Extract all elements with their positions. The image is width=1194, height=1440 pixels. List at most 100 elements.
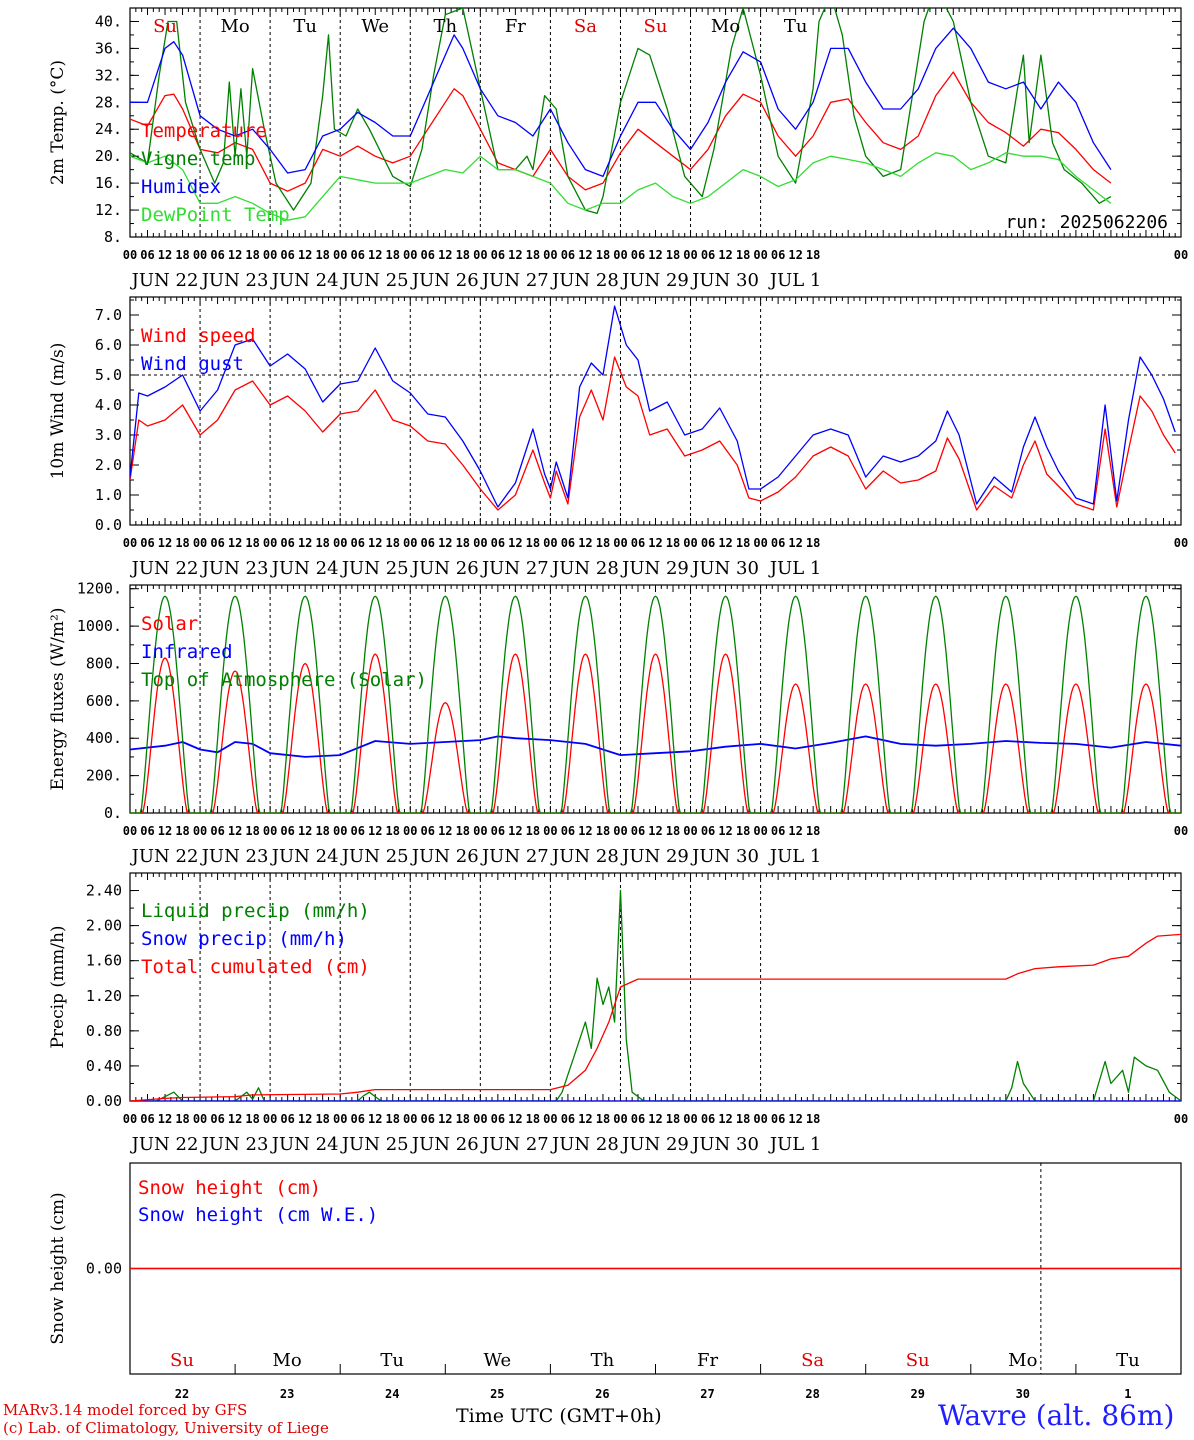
hour-label: 00 [403,1112,417,1126]
date-label: JUN 22 [130,846,199,867]
weekday-label: Th [591,1350,615,1371]
hour-label: 12 [158,824,172,838]
hour-label: 18 [456,536,470,550]
hour-label: 18 [806,536,820,550]
hour-label: 00 [753,1112,767,1126]
hour-label: 06 [421,248,435,262]
legend-entry-4: DewPoint Temp [141,204,290,226]
hour-label: 18 [245,1112,259,1126]
y-axis-label: 10m Wind (m/s) [48,343,68,480]
hour-label: 00 [193,248,207,262]
hour-label: 06 [421,536,435,550]
hour-label: 12 [508,824,522,838]
hour-label: 12 [718,1112,732,1126]
hour-label: 18 [386,536,400,550]
hour-label-final: 00 [1174,824,1188,838]
hour-label: 18 [666,824,680,838]
y-tick-label: 200. [86,767,122,785]
legend-entry-1: Solar [141,613,198,635]
hour-label: 18 [386,1112,400,1126]
hour-label: 00 [753,536,767,550]
hour-label: 06 [491,1112,505,1126]
hour-label: 18 [245,248,259,262]
day-number: 30 [1016,1387,1030,1401]
date-label: JUN 30 [690,846,759,867]
hour-label: 06 [491,536,505,550]
hour-label: 00 [263,1112,277,1126]
weekday-label: Tu [293,16,317,37]
day-number: 23 [280,1387,294,1401]
hour-label: 12 [158,536,172,550]
y-axis-label: 2m Temp. (°C) [48,60,68,185]
hour-label: 12 [368,824,382,838]
weekday-label: Su [170,1350,194,1371]
hour-label: 00 [543,824,557,838]
hour-label: 12 [508,536,522,550]
hour-label: 00 [403,824,417,838]
weekday-label: Sa [574,16,597,37]
y-tick-label: 2.0 [95,456,122,474]
hour-label: 06 [561,1112,575,1126]
hour-label: 00 [193,824,207,838]
y-tick-label: 6.0 [95,336,122,354]
hour-label: 18 [386,248,400,262]
hour-label: 00 [123,248,137,262]
day-number: 25 [490,1387,504,1401]
date-label: JUN 22 [130,558,199,579]
hour-label: 12 [228,824,242,838]
y-tick-label: 0.40 [86,1057,122,1075]
hour-label: 12 [718,248,732,262]
hour-label: 12 [298,536,312,550]
hour-label: 12 [158,1112,172,1126]
hour-label-final: 00 [1174,536,1188,550]
hour-label: 12 [648,1112,662,1126]
hour-label: 18 [175,536,189,550]
hour-label: 06 [421,1112,435,1126]
date-label: JUN 25 [340,1134,409,1155]
weekday-label: Su [153,16,177,37]
hour-label: 18 [456,1112,470,1126]
weekday-label: Su [906,1350,930,1371]
y-tick-label: 2.00 [86,917,122,935]
y-tick-label: 20. [95,147,122,165]
y-tick-label: 28. [95,93,122,111]
hour-label: 12 [788,536,802,550]
weekday-label: Su [644,16,668,37]
date-label: JUN 26 [410,270,479,291]
plot-frame [129,296,1182,526]
weekday-label: Mo [220,16,249,37]
hour-label: 12 [788,248,802,262]
y-tick-label: 16. [95,174,122,192]
date-label: JUN 24 [270,846,339,867]
date-label: JUN 25 [340,846,409,867]
hour-label: 06 [701,1112,715,1126]
hour-label: 00 [683,536,697,550]
hour-label: 18 [175,1112,189,1126]
hour-label: 06 [350,536,364,550]
hour-label: 00 [753,248,767,262]
hour-label: 06 [421,824,435,838]
hour-label: 00 [263,536,277,550]
panel-2: 0.0 1.0 2.0 3.0 4.0 5.0 6.0 7.0 10m Wind (m/s) Wi… [48,296,1188,579]
y-tick-label: 2.40 [86,882,122,900]
hour-label: 12 [368,248,382,262]
y-tick-label: 1200. [77,580,122,598]
series-line-4 [130,152,1112,221]
hour-label: 06 [210,248,224,262]
legend-entry-1: Snow height (cm) [138,1177,321,1199]
station-location: Wavre (alt. 86m) [938,1399,1175,1432]
hour-label-final: 00 [1174,248,1188,262]
hour-label: 06 [771,536,785,550]
hour-label: 18 [315,1112,329,1126]
date-label: JUN 22 [130,270,199,291]
date-label: JUN 29 [620,846,689,867]
date-label: JUL 1 [768,558,822,579]
weekday-label: Mo [272,1350,301,1371]
hour-label: 18 [666,536,680,550]
legend-entry-3: Top of Atmosphere (Solar) [141,669,427,691]
hour-label: 06 [210,1112,224,1126]
hour-label: 06 [210,536,224,550]
hour-label: 12 [438,1112,452,1126]
hour-label: 06 [210,824,224,838]
hour-label: 06 [140,1112,154,1126]
